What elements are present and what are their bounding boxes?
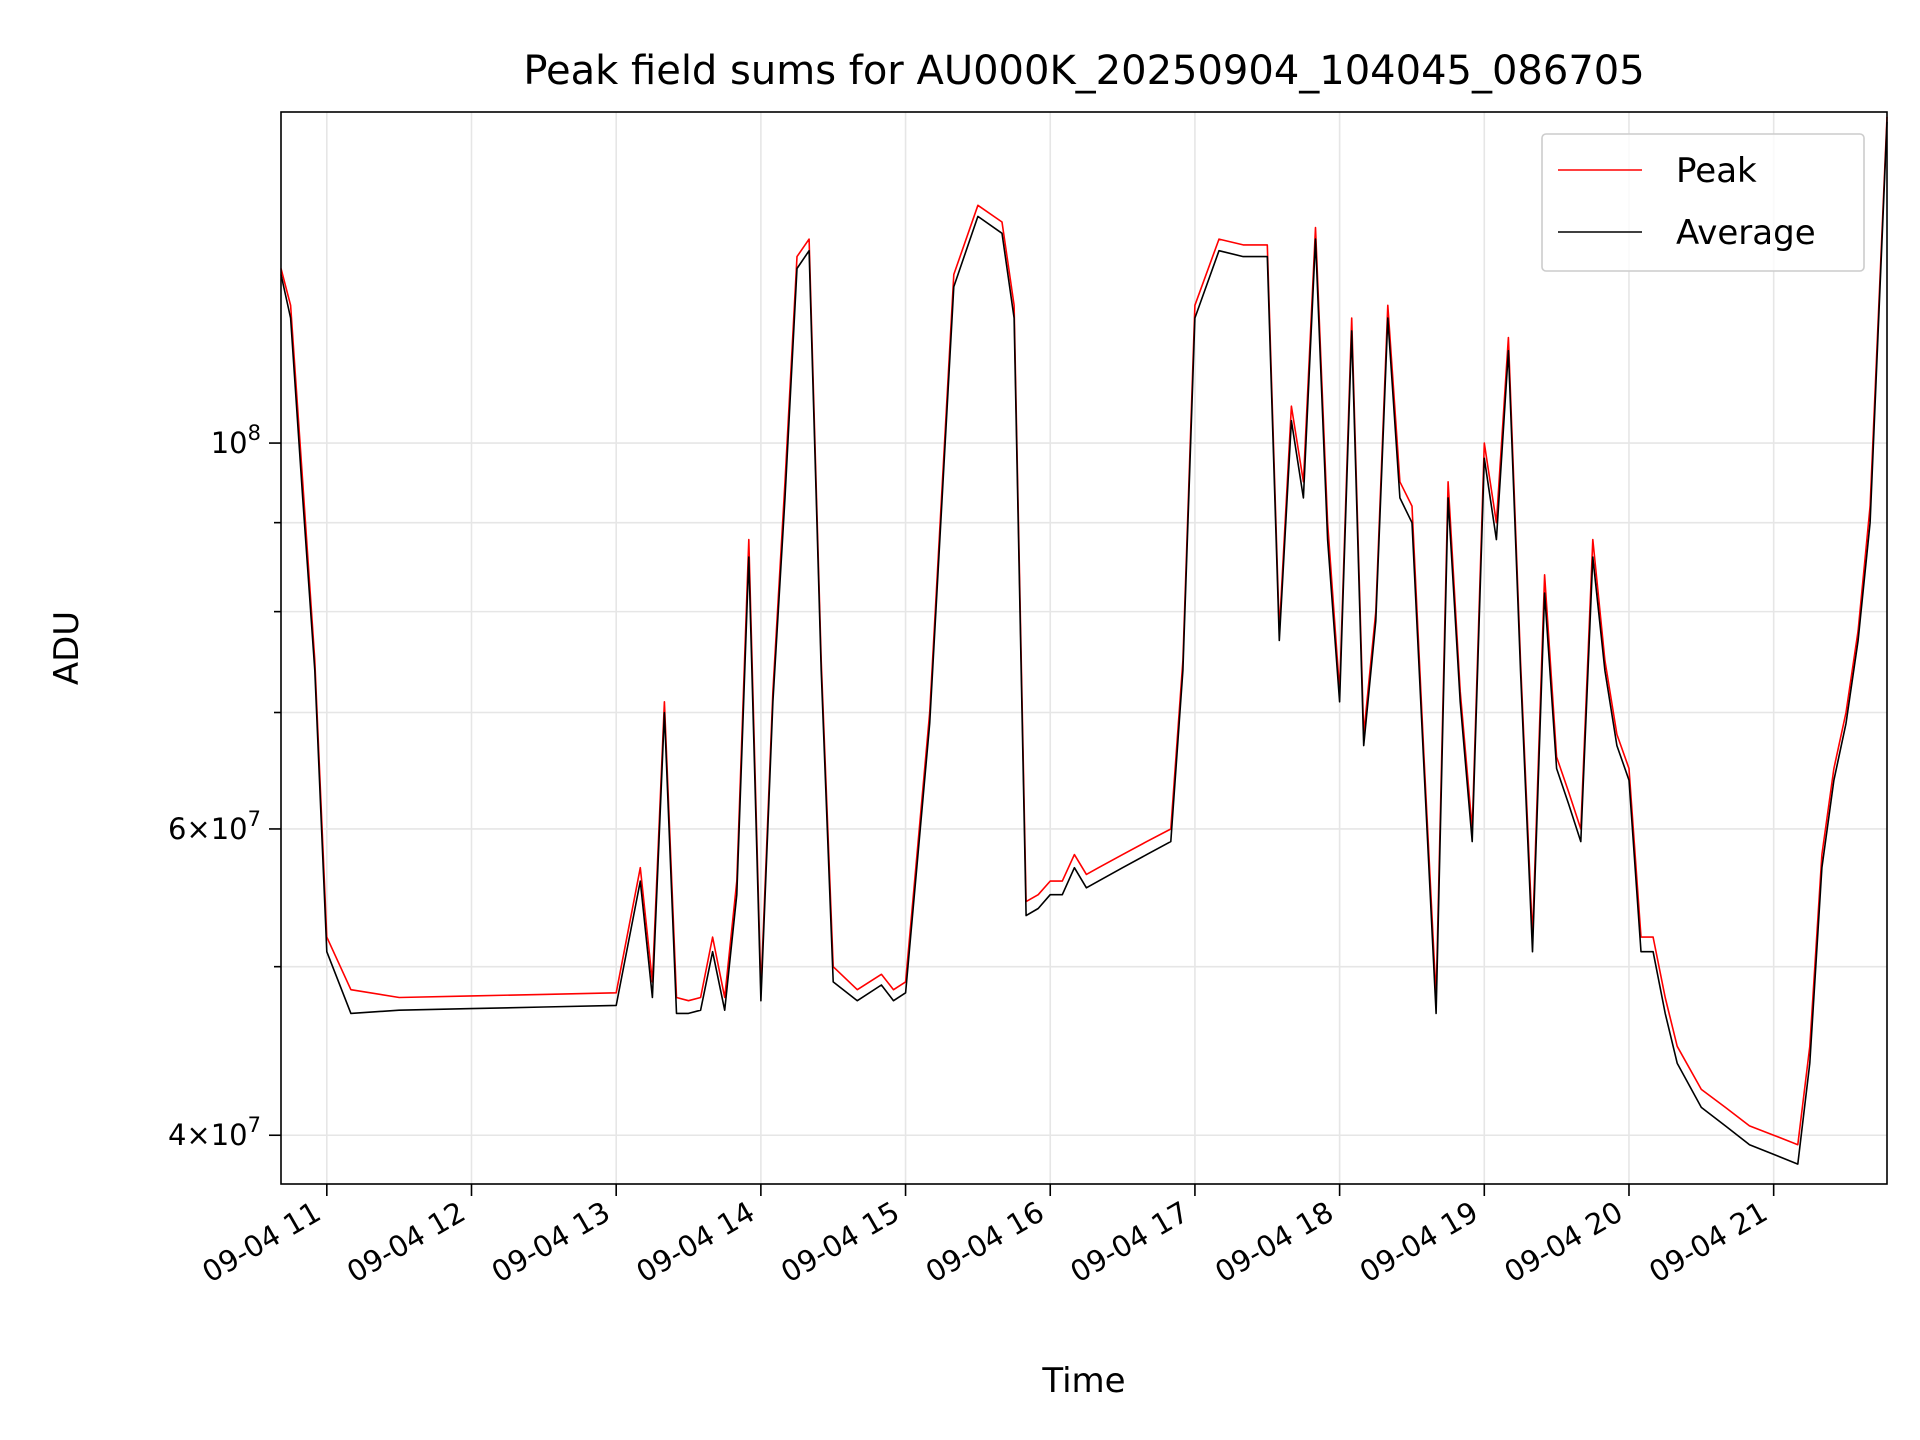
grid (281, 112, 1887, 1184)
y-tick-label: 6×107 (168, 807, 261, 846)
plot-frame (280, 111, 1888, 1185)
series-line-average (280, 121, 1888, 1165)
legend-label-peak: Peak (1676, 151, 1757, 191)
y-tick-label: 4×107 (168, 1113, 261, 1152)
legend-label-average: Average (1676, 213, 1816, 253)
y-tick-label: 108 (211, 421, 261, 460)
x-axis-label: Time (1041, 1361, 1125, 1401)
legend-box (1541, 133, 1865, 272)
series-line-peak (280, 116, 1888, 1146)
chart-title: Peak field sums for AU000K_20250904_1040… (523, 48, 1644, 94)
y-axis-ticks: 4×107 6×107 108 (168, 421, 281, 1152)
y-axis-label: ADU (47, 611, 87, 685)
legend: Peak Average (1541, 133, 1865, 272)
plot-series (280, 116, 1888, 1165)
